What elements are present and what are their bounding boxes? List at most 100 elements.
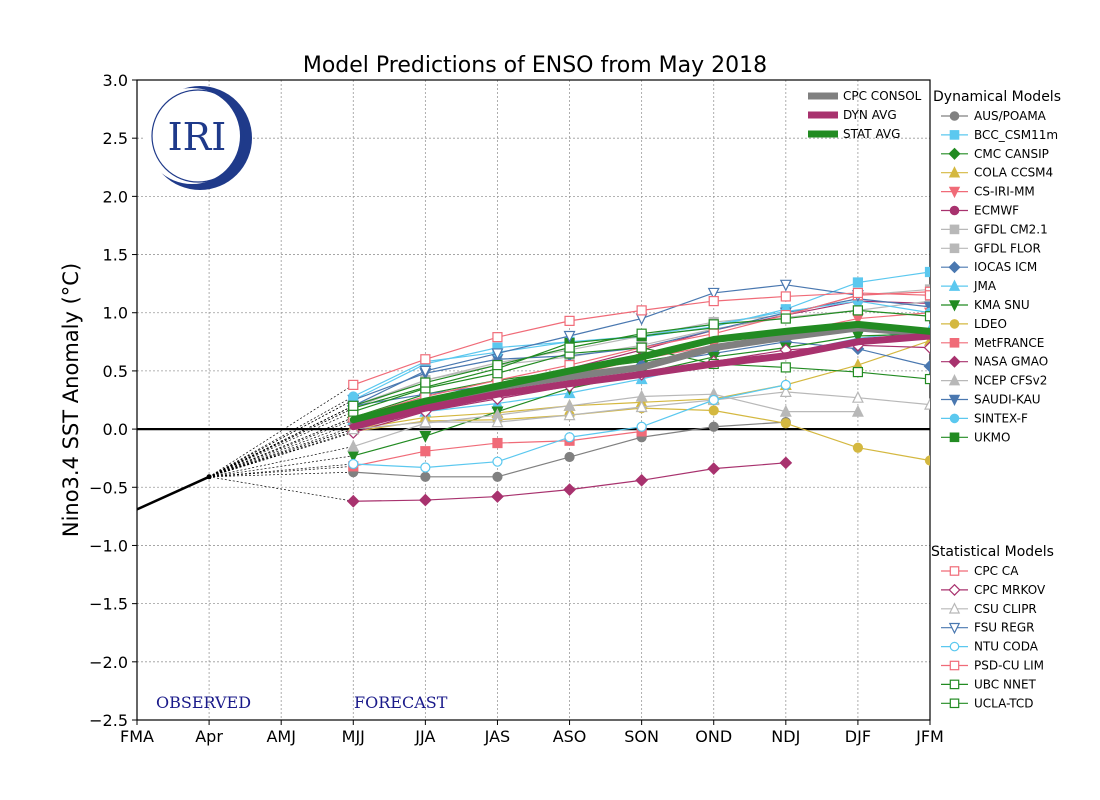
x-tick-label: OND [695, 727, 732, 746]
connector-line [208, 407, 354, 478]
data-point [924, 455, 930, 466]
data-point [419, 365, 432, 378]
legend-label: SAUDI-KAU [974, 393, 1041, 407]
legend-marker [949, 641, 960, 652]
avg-legend-label: STAT AVG [843, 127, 900, 141]
legend-item: AUS/POAMA [941, 109, 1047, 123]
series-psd-cu-lim [348, 287, 930, 390]
data-point [563, 330, 576, 343]
legend-label: BCC_CSM11m [974, 128, 1058, 142]
legend-item: CPC MRKOV [941, 583, 1046, 597]
y-tick-label: 1.5 [103, 246, 128, 265]
data-point [420, 354, 431, 365]
connector-line [209, 471, 354, 478]
data-point [563, 483, 576, 496]
legend-label: COLA CCSM4 [974, 166, 1053, 180]
legend-label: CS-IRI-MM [974, 185, 1035, 199]
y-tick-label: −1.5 [89, 595, 128, 614]
series-line [353, 284, 858, 407]
legend-label: MetFRANCE [974, 336, 1044, 350]
data-point [779, 456, 793, 470]
legend-marker [949, 432, 960, 443]
data-point [420, 462, 431, 473]
data-point [420, 377, 431, 388]
data-point [780, 418, 791, 429]
legend-marker [949, 413, 960, 424]
y-tick-label: −2.0 [89, 653, 128, 672]
legend-marker [948, 622, 961, 635]
series-group [137, 266, 930, 511]
connector-line [208, 428, 354, 478]
x-tick-label: MJJ [342, 727, 365, 746]
legend-label: CMC CANSIP [974, 147, 1049, 161]
legend-marker [948, 374, 961, 386]
forecast-label: FORECAST [354, 693, 448, 712]
connector-line [208, 422, 354, 478]
data-point [492, 456, 503, 467]
data-point [780, 291, 791, 302]
y-tick-label: 1.0 [103, 304, 128, 323]
data-point [564, 451, 575, 463]
data-point [924, 373, 930, 385]
observed-point [206, 474, 212, 480]
legend-marker [949, 224, 960, 235]
legend-marker [949, 319, 960, 329]
data-point [924, 295, 930, 307]
x-tick-label: JFM [915, 727, 944, 746]
connector-line [208, 432, 354, 478]
legend-marker [948, 300, 961, 312]
data-point [708, 421, 719, 432]
models-legend: Dynamical Models AUS/POAMA BCC_CSM11m CMC C… [931, 89, 1061, 710]
data-point [419, 493, 432, 507]
data-point [564, 432, 575, 443]
legend-label: SINTEX-F [974, 411, 1028, 425]
legend-item: COLA CCSM4 [941, 166, 1053, 180]
series-ntu-coda [348, 379, 791, 473]
data-point [708, 319, 719, 330]
data-point [347, 439, 360, 452]
x-tick-label: SON [624, 727, 659, 746]
legend-label: NCEP CFSv2 [974, 374, 1047, 388]
legend-item: KMA SNU [941, 298, 1030, 312]
legend-item: PSD-CU LIM [941, 659, 1044, 673]
legend-item: JMA [941, 279, 997, 293]
data-point [708, 394, 719, 406]
plot-area: 3.0 2.5 2.0 1.5 1.0 0.5 0.0 −0.5 −1.0 −1.5 −2.0 −2.… [89, 71, 944, 746]
legend-label: UCLA-TCD [974, 696, 1034, 710]
data-point [563, 408, 576, 421]
series-csu-clipr [347, 385, 930, 435]
legend-marker [948, 186, 961, 199]
data-point [851, 390, 864, 403]
y-tick-label: 0.5 [103, 362, 128, 381]
legend-marker [949, 205, 960, 216]
data-point [636, 421, 647, 432]
connector-line [208, 396, 354, 478]
data-point [492, 332, 503, 343]
data-point [924, 397, 930, 410]
legend-item: UBC NNET [941, 677, 1037, 691]
legend-label: CSU CLIPR [974, 602, 1037, 616]
y-tick-label: −1.0 [89, 536, 128, 555]
legend-item: GFDL FLOR [941, 241, 1041, 255]
chart-title: Model Predictions of ENSO from May 2018 [303, 53, 767, 78]
avg-legend-label: DYN AVG [843, 108, 897, 122]
connector-line [209, 465, 354, 478]
connector-line [209, 455, 354, 478]
y-tick-label: 2.0 [103, 187, 128, 206]
x-tick-label: Apr [195, 727, 223, 746]
data-point [419, 415, 432, 428]
y-axis-label: Nino3.4 SST Anomaly (°C) [59, 263, 83, 537]
legend-marker [949, 111, 960, 121]
data-point [707, 287, 720, 300]
dynamical-legend-header: Dynamical Models [933, 89, 1061, 105]
legend-marker [948, 279, 961, 291]
y-tick-label: 2.5 [103, 129, 128, 148]
legend-marker [948, 355, 961, 368]
data-point [635, 400, 648, 413]
data-point [491, 415, 504, 428]
data-point [348, 400, 359, 411]
legend-label: GFDL CM2.1 [974, 222, 1048, 236]
legend-item: LDEO [941, 317, 1007, 331]
data-point [635, 473, 648, 487]
x-tick-label: DJF [845, 727, 871, 746]
